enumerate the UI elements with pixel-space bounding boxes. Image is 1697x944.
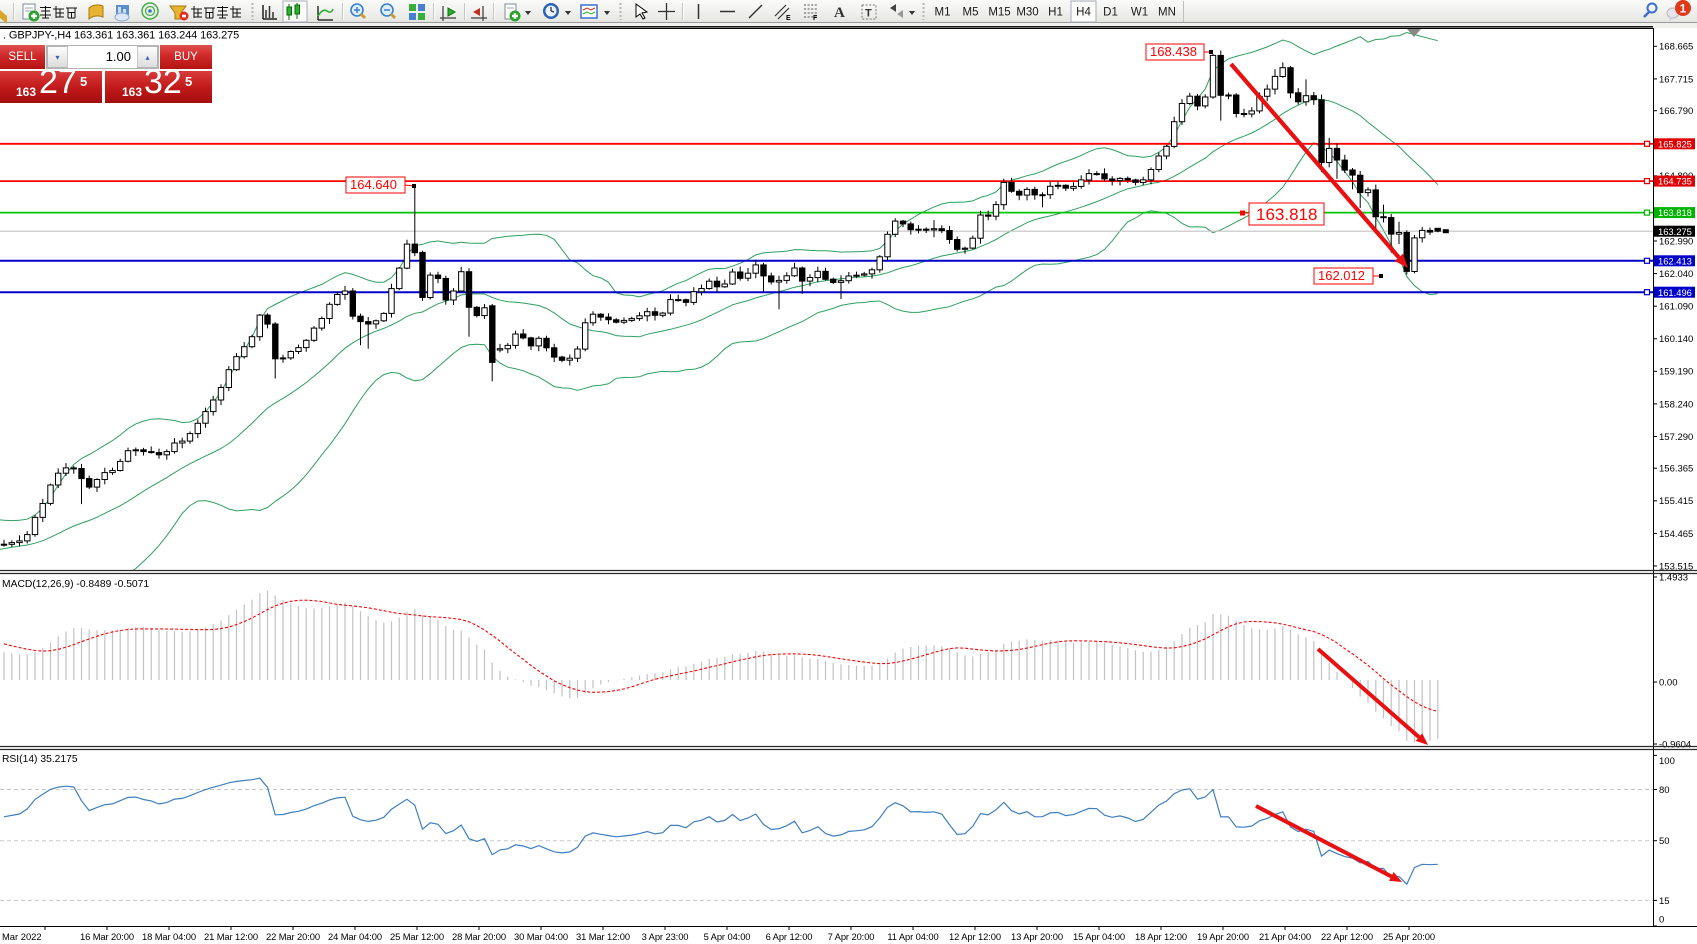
svg-text:. GBPJPY-,H4 163.361 163.361: . GBPJPY-,H4 163.361 163.361 163.244 163… <box>3 30 239 42</box>
svg-text:25 Apr 20:00: 25 Apr 20:00 <box>1383 931 1435 942</box>
svg-text:1: 1 <box>1680 2 1687 16</box>
svg-text:E: E <box>786 15 791 22</box>
svg-text:161.496: 161.496 <box>1658 287 1692 298</box>
svg-text:164.735: 164.735 <box>1658 176 1692 187</box>
svg-text:-0.9604: -0.9604 <box>1659 739 1691 750</box>
svg-text:21 Apr 04:00: 21 Apr 04:00 <box>1259 931 1311 942</box>
svg-text:156.365: 156.365 <box>1659 464 1693 475</box>
svg-text:12 Apr 12:00: 12 Apr 12:00 <box>949 931 1001 942</box>
svg-text:RSI(14) 35.2175: RSI(14) 35.2175 <box>2 754 78 765</box>
svg-text:3 Apr 23:00: 3 Apr 23:00 <box>642 931 689 942</box>
svg-text:165.825: 165.825 <box>1658 138 1692 149</box>
svg-text:163.818: 163.818 <box>1658 207 1692 218</box>
svg-text:M15: M15 <box>988 7 1010 19</box>
svg-text:163.275: 163.275 <box>1658 226 1692 237</box>
svg-text:22 Apr 12:00: 22 Apr 12:00 <box>1321 931 1373 942</box>
svg-text:11 Apr 04:00: 11 Apr 04:00 <box>887 931 938 942</box>
svg-text:MN: MN <box>1158 7 1176 19</box>
svg-text:16 Mar 20:00: 16 Mar 20:00 <box>80 931 134 942</box>
svg-text:155.415: 155.415 <box>1659 496 1693 507</box>
svg-text:W1: W1 <box>1131 7 1148 19</box>
svg-text:50: 50 <box>1659 836 1670 847</box>
svg-text:18 Mar 04:00: 18 Mar 04:00 <box>142 931 196 942</box>
svg-text:22 Mar 20:00: 22 Mar 20:00 <box>266 931 320 942</box>
svg-text:1.4933: 1.4933 <box>1659 572 1688 583</box>
svg-text:M1: M1 <box>935 7 951 19</box>
svg-text:157.290: 157.290 <box>1659 432 1693 443</box>
svg-text:31 Mar 12:00: 31 Mar 12:00 <box>576 931 630 942</box>
svg-text:13 Apr 20:00: 13 Apr 20:00 <box>1011 931 1063 942</box>
svg-text:15 Apr 04:00: 15 Apr 04:00 <box>1073 931 1125 942</box>
svg-text:6 Apr 12:00: 6 Apr 12:00 <box>766 931 813 942</box>
svg-text:5 Apr 04:00: 5 Apr 04:00 <box>704 931 751 942</box>
svg-text:161.090: 161.090 <box>1659 302 1693 313</box>
svg-text:0: 0 <box>1659 914 1664 925</box>
svg-text:164.640: 164.640 <box>350 177 397 192</box>
svg-text:162.040: 162.040 <box>1659 269 1693 280</box>
svg-text:30 Mar 04:00: 30 Mar 04:00 <box>514 931 568 942</box>
svg-text:15: 15 <box>1659 896 1670 907</box>
svg-text:28 Mar 20:00: 28 Mar 20:00 <box>452 931 506 942</box>
svg-text:D1: D1 <box>1103 7 1118 19</box>
svg-text:H1: H1 <box>1048 7 1063 19</box>
svg-text:162.990: 162.990 <box>1659 236 1693 247</box>
svg-text:167.715: 167.715 <box>1659 74 1693 85</box>
svg-text:162.012: 162.012 <box>1318 268 1365 283</box>
svg-text:158.240: 158.240 <box>1659 399 1693 410</box>
svg-text:MACD(12,26,9) -0.8489 -0.5071: MACD(12,26,9) -0.8489 -0.5071 <box>2 579 149 590</box>
svg-text:Mar 2022: Mar 2022 <box>2 931 42 942</box>
svg-text:153.515: 153.515 <box>1659 561 1693 572</box>
svg-text:100: 100 <box>1659 756 1675 767</box>
svg-text:154.465: 154.465 <box>1659 529 1693 540</box>
svg-text:19 Apr 20:00: 19 Apr 20:00 <box>1197 931 1249 942</box>
svg-text:T: T <box>865 8 872 20</box>
svg-text:7 Apr 20:00: 7 Apr 20:00 <box>828 931 875 942</box>
svg-text:0.00: 0.00 <box>1659 677 1678 688</box>
svg-text:160.140: 160.140 <box>1659 334 1693 345</box>
svg-text:M5: M5 <box>963 7 979 19</box>
svg-text:H4: H4 <box>1076 7 1091 19</box>
svg-text:162.413: 162.413 <box>1658 255 1692 266</box>
svg-text:M30: M30 <box>1016 7 1038 19</box>
svg-text:168.665: 168.665 <box>1659 42 1693 53</box>
svg-text:21 Mar 12:00: 21 Mar 12:00 <box>204 931 258 942</box>
svg-text:25 Mar 12:00: 25 Mar 12:00 <box>390 931 444 942</box>
svg-text:18 Apr 12:00: 18 Apr 12:00 <box>1135 931 1187 942</box>
svg-text:163.818: 163.818 <box>1256 205 1317 224</box>
svg-text:F: F <box>813 15 818 22</box>
svg-text:168.438: 168.438 <box>1150 44 1197 59</box>
svg-text:A: A <box>834 5 845 21</box>
svg-text:24 Mar 04:00: 24 Mar 04:00 <box>328 931 382 942</box>
svg-text:166.790: 166.790 <box>1659 106 1693 117</box>
svg-text:159.190: 159.190 <box>1659 367 1693 378</box>
svg-text:80: 80 <box>1659 785 1670 796</box>
